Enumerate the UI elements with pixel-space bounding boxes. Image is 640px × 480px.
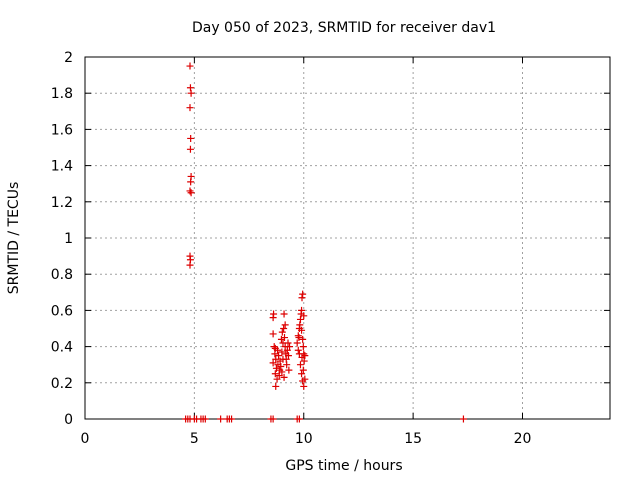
data-point (187, 134, 195, 142)
data-point (269, 415, 277, 423)
data-point (274, 346, 281, 354)
data-point (280, 373, 288, 381)
data-point (283, 346, 291, 354)
data-point (279, 355, 287, 363)
data-point (283, 361, 291, 369)
data-point (284, 339, 292, 347)
data-point (186, 145, 194, 153)
y-tick-label: 1 (64, 231, 73, 247)
y-tick-label: 0.6 (51, 303, 73, 319)
y-axis-label: SRMTID / TECUs (6, 182, 22, 295)
x-tick-label: 5 (190, 431, 199, 447)
data-point (217, 415, 225, 423)
data-point (298, 294, 306, 302)
data-point (281, 321, 289, 329)
x-tick-label: 15 (404, 431, 422, 447)
data-series (182, 62, 467, 423)
data-point (278, 348, 286, 356)
data-point (299, 366, 307, 374)
data-point (295, 415, 303, 423)
data-point (272, 364, 280, 372)
data-point (272, 382, 280, 390)
y-tick-label: 1.2 (51, 195, 73, 211)
data-point (270, 343, 278, 351)
data-point (277, 335, 285, 343)
data-point (294, 332, 302, 340)
data-point (187, 178, 195, 186)
data-point (459, 415, 467, 423)
data-point (296, 361, 304, 369)
data-point (284, 352, 292, 360)
data-point (228, 415, 236, 423)
data-point (296, 321, 304, 329)
data-point (272, 355, 280, 363)
data-point (294, 346, 302, 354)
data-point (271, 370, 279, 378)
data-point (187, 189, 195, 197)
x-axis: 0 5 10 15 20 (81, 57, 532, 447)
data-point (295, 350, 303, 358)
data-point (277, 363, 285, 371)
data-point (295, 334, 303, 342)
data-point (270, 310, 278, 318)
data-point (186, 261, 194, 269)
y-tick-label: 0.2 (51, 376, 73, 392)
data-point (278, 328, 286, 336)
data-point (271, 350, 279, 358)
data-point (286, 343, 294, 351)
data-point (298, 326, 306, 334)
data-point (298, 353, 306, 361)
data-point (269, 330, 277, 338)
y-tick-label: 0.8 (51, 267, 73, 283)
y-tick-label: 1.4 (51, 159, 73, 175)
data-point (298, 370, 306, 378)
data-point (300, 357, 308, 365)
data-point (275, 372, 283, 380)
data-point (186, 104, 194, 112)
x-axis-label: GPS time / hours (285, 458, 402, 474)
data-point (299, 335, 307, 343)
data-point (300, 312, 308, 320)
data-point (187, 89, 195, 97)
data-point (296, 315, 304, 323)
data-point (278, 368, 286, 376)
data-point (201, 415, 209, 423)
data-point (298, 306, 306, 314)
data-point (186, 84, 194, 92)
y-axis: 0 0.2 0.4 0.6 0.8 1 1.2 1.4 1.6 1.8 2 (51, 50, 610, 428)
x-tick-label: 10 (295, 431, 313, 447)
data-point (269, 359, 277, 367)
x-tick-label: 0 (81, 431, 90, 447)
data-point (293, 339, 301, 347)
data-point (280, 310, 288, 318)
data-point (285, 366, 293, 374)
data-point (186, 62, 194, 70)
data-point (301, 375, 309, 383)
y-tick-label: 0 (64, 412, 73, 428)
y-tick-label: 0.4 (51, 340, 73, 356)
data-point (275, 352, 283, 360)
grid (85, 57, 610, 419)
data-point (300, 382, 308, 390)
x-tick-label: 20 (514, 431, 532, 447)
y-tick-label: 1.8 (51, 86, 73, 102)
data-point (299, 343, 307, 351)
data-point (186, 187, 194, 195)
data-point (280, 325, 288, 332)
chart-title: Day 050 of 2023, SRMTID for receiver dav… (192, 20, 496, 36)
y-tick-label: 1.6 (51, 122, 73, 138)
data-point (299, 290, 307, 298)
data-point (273, 375, 281, 383)
y-tick-label: 2 (64, 50, 73, 66)
